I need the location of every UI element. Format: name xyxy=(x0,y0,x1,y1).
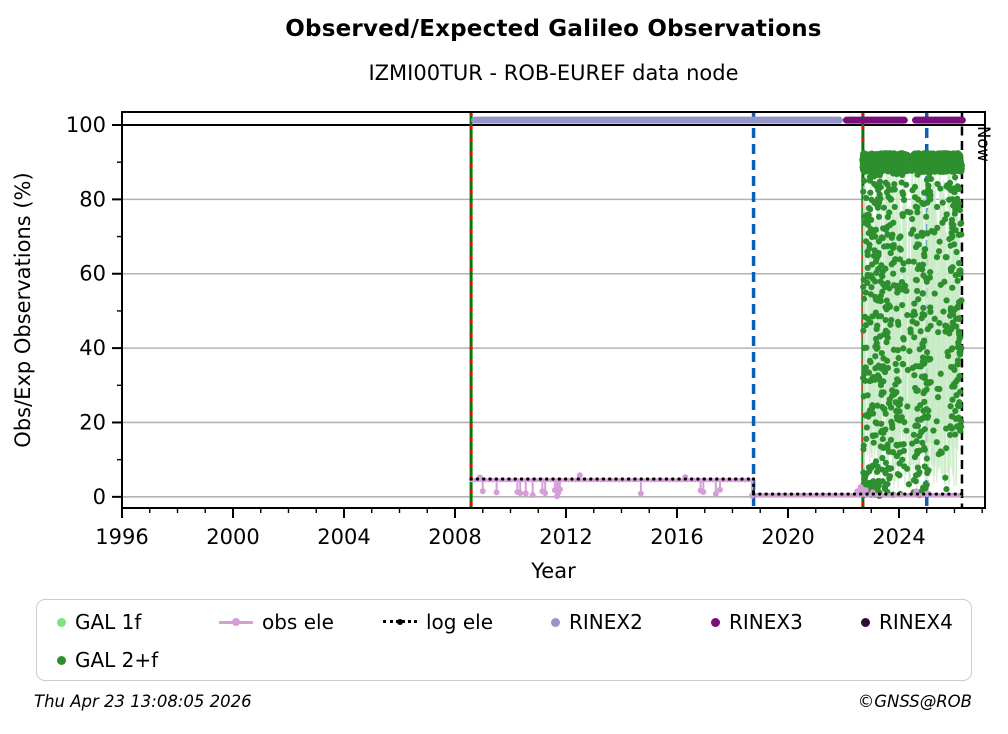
svg-text:60: 60 xyxy=(79,262,106,286)
page-subtitle: IZMI00TUR - ROB-EUREF data node xyxy=(368,61,739,85)
svg-text:2012: 2012 xyxy=(539,525,592,549)
svg-text:100: 100 xyxy=(66,113,106,137)
obs-ele-series xyxy=(468,472,962,500)
tick-labels: 1996 2000 2004 2008 2012 2016 2020 2024 0 20 40 60 8… xyxy=(11,113,926,583)
svg-text:0: 0 xyxy=(93,485,106,509)
axes xyxy=(112,111,986,518)
svg-text:2016: 2016 xyxy=(650,525,703,549)
y-axis-label: Obs/Exp Observations (%) xyxy=(11,172,35,447)
svg-text:20: 20 xyxy=(79,410,106,434)
rinex-bars xyxy=(471,116,966,124)
svg-text:2020: 2020 xyxy=(761,525,814,549)
plot-timestamp: Thu Apr 23 13:08:05 2026 xyxy=(34,692,252,711)
svg-text:1996: 1996 xyxy=(95,525,148,549)
log-ele-series xyxy=(469,477,964,496)
legend-label: GAL 1f xyxy=(75,610,142,634)
legend-item-rinex4: RINEX4 xyxy=(861,610,971,634)
page-title: Observed/Expected Galileo Observations xyxy=(285,16,822,42)
svg-text:2000: 2000 xyxy=(206,525,259,549)
rinex2-dot-icon xyxy=(551,617,560,627)
log-ele-dotted-line-icon xyxy=(383,617,417,627)
gal-1f-dot-icon xyxy=(57,617,66,627)
legend-item-obs-ele: obs ele xyxy=(219,610,383,634)
svg-text:2008: 2008 xyxy=(428,525,481,549)
legend: GAL 1f obs ele log ele RINEX2 RINEX3 xyxy=(36,599,972,681)
svg-text:80: 80 xyxy=(79,187,106,211)
svg-text:40: 40 xyxy=(79,336,106,360)
copyright: ©GNSS@ROB xyxy=(857,692,972,711)
obs-ele-line-dot xyxy=(232,618,240,626)
svg-text:2004: 2004 xyxy=(317,525,370,549)
legend-label: RINEX2 xyxy=(569,610,643,634)
rinex4-dot-icon xyxy=(861,617,870,627)
legend-label: obs ele xyxy=(262,610,334,634)
svg-text:2024: 2024 xyxy=(872,525,925,549)
x-axis-label: Year xyxy=(530,559,576,583)
legend-item-rinex3: RINEX3 xyxy=(711,610,861,634)
rinex-bar-rinex2 xyxy=(471,116,843,124)
rinex-bar-rinex3 xyxy=(912,116,966,124)
legend-label: RINEX4 xyxy=(879,610,953,634)
legend-item-gal-1f: GAL 1f xyxy=(57,610,219,634)
obs-ele-line-icon xyxy=(219,617,253,627)
now-label: Now xyxy=(974,126,993,162)
legend-label: GAL 2+f xyxy=(75,648,159,672)
legend-item-log-ele: log ele xyxy=(383,610,551,634)
chart-canvas: Now 1996 2000 2004 2008 2012 2016 2020 2024 0 20 40… xyxy=(11,111,993,583)
legend-label: log ele xyxy=(426,610,494,634)
legend-item-gal-2f: GAL 2+f xyxy=(57,648,219,672)
legend-label: RINEX3 xyxy=(729,610,803,634)
gal-2f-dot-icon xyxy=(57,655,66,665)
rinex-bar-rinex3 xyxy=(842,116,908,124)
log-ele-dotted-dot xyxy=(397,619,403,625)
rinex3-dot-icon xyxy=(711,617,720,627)
legend-item-rinex2: RINEX2 xyxy=(551,610,711,634)
gridlines xyxy=(122,124,985,498)
